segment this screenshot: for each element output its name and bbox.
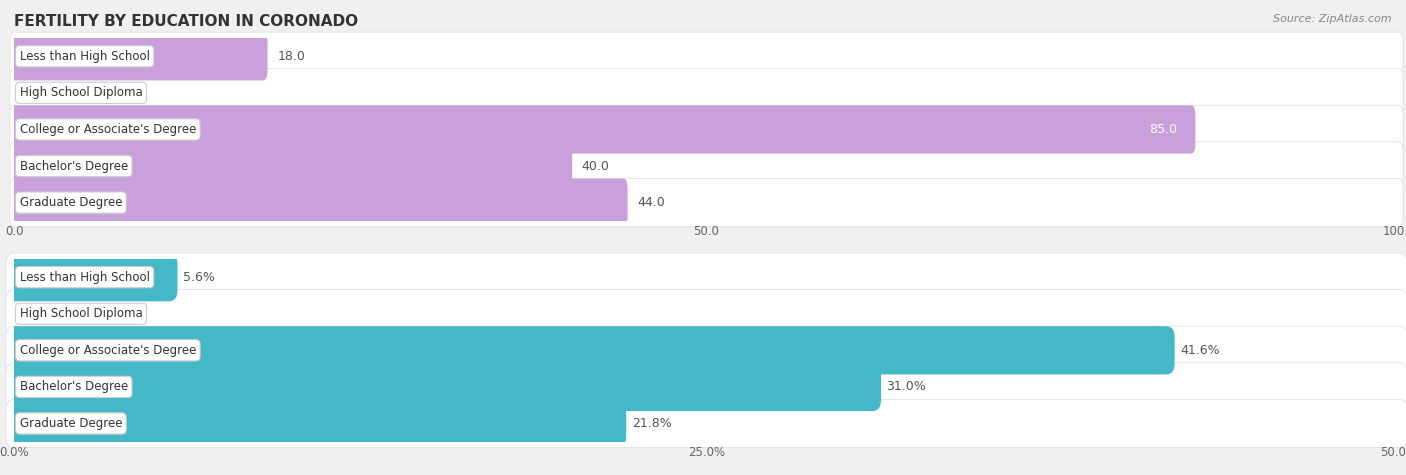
Text: Bachelor's Degree: Bachelor's Degree [20, 160, 128, 172]
Text: 0.0: 0.0 [28, 86, 48, 99]
FancyBboxPatch shape [10, 32, 1403, 80]
Text: Less than High School: Less than High School [20, 271, 149, 284]
Text: 5.6%: 5.6% [183, 271, 215, 284]
FancyBboxPatch shape [10, 179, 627, 227]
Text: College or Associate's Degree: College or Associate's Degree [20, 123, 195, 136]
FancyBboxPatch shape [10, 142, 572, 190]
Text: High School Diploma: High School Diploma [20, 307, 142, 320]
FancyBboxPatch shape [10, 69, 1403, 117]
FancyBboxPatch shape [10, 142, 1403, 190]
Text: 40.0: 40.0 [582, 160, 610, 172]
FancyBboxPatch shape [6, 363, 882, 411]
Text: Graduate Degree: Graduate Degree [20, 417, 122, 430]
FancyBboxPatch shape [10, 32, 267, 80]
FancyBboxPatch shape [6, 399, 626, 447]
Text: High School Diploma: High School Diploma [20, 86, 142, 99]
Text: 18.0: 18.0 [277, 50, 305, 63]
FancyBboxPatch shape [6, 253, 177, 301]
Text: Graduate Degree: Graduate Degree [20, 196, 122, 209]
FancyBboxPatch shape [6, 290, 1406, 338]
Text: FERTILITY BY EDUCATION IN CORONADO: FERTILITY BY EDUCATION IN CORONADO [14, 14, 359, 29]
FancyBboxPatch shape [10, 179, 1403, 227]
Text: 41.6%: 41.6% [1180, 344, 1220, 357]
Text: 44.0: 44.0 [637, 196, 665, 209]
FancyBboxPatch shape [6, 326, 1406, 374]
FancyBboxPatch shape [10, 105, 1403, 153]
Text: Less than High School: Less than High School [20, 50, 149, 63]
Text: Source: ZipAtlas.com: Source: ZipAtlas.com [1274, 14, 1392, 24]
FancyBboxPatch shape [6, 363, 1406, 411]
Text: Bachelor's Degree: Bachelor's Degree [20, 380, 128, 393]
FancyBboxPatch shape [6, 399, 1406, 447]
Text: 85.0: 85.0 [1149, 123, 1177, 136]
Text: 0.0%: 0.0% [28, 307, 60, 320]
FancyBboxPatch shape [6, 326, 1174, 374]
Text: 21.8%: 21.8% [631, 417, 672, 430]
Text: College or Associate's Degree: College or Associate's Degree [20, 344, 195, 357]
FancyBboxPatch shape [10, 105, 1195, 153]
Text: 31.0%: 31.0% [887, 380, 927, 393]
FancyBboxPatch shape [6, 253, 1406, 301]
